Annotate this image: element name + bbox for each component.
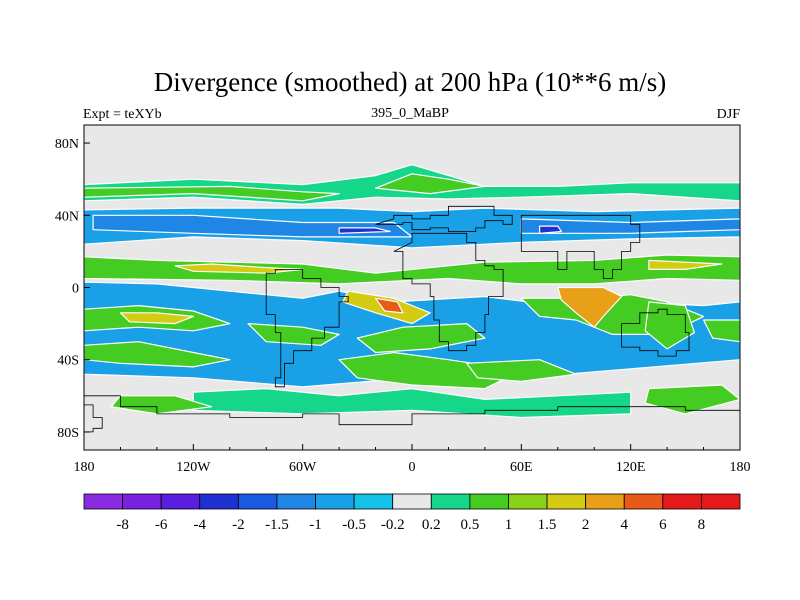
subtitle-right: DJF [717, 107, 741, 122]
coastline [520, 214, 641, 279]
y-tick-label: 40N [55, 209, 79, 224]
colorbar-swatch [122, 493, 162, 510]
contour-region [648, 259, 723, 270]
colorbar-swatch [83, 493, 123, 510]
x-tick-label: 60E [510, 460, 533, 475]
coastline [265, 269, 349, 388]
contour-region [557, 286, 623, 328]
coastline [621, 308, 690, 357]
y-tick-label: 80N [55, 137, 79, 152]
colorbar: -8 -6 -4 -2 -1.5 -1 -0.5 -0.2 0.2 0.5 1 1.5 2 4 6 8 [83, 493, 741, 533]
colorbar-swatch [392, 493, 432, 510]
x-axis: 180 120W 60W 0 60E 120E 180 [74, 444, 751, 475]
colorbar-label: 8 [698, 517, 706, 533]
coastline [84, 395, 740, 450]
x-tick-label: 180 [74, 460, 95, 475]
contour-region [375, 297, 404, 314]
colorbar-swatch [353, 493, 394, 510]
contour-region [110, 395, 213, 415]
contour-region [338, 227, 391, 234]
y-tick-label: 0 [72, 282, 79, 297]
colorbar-swatch [469, 493, 509, 510]
colorbar-label: 0.5 [461, 517, 480, 533]
colorbar-swatch [199, 493, 239, 510]
colorbar-label: 1.5 [538, 517, 557, 533]
contour-region [466, 359, 577, 382]
coastline [84, 404, 103, 433]
colorbar-label: 4 [620, 517, 628, 533]
x-tick-label: 0 [409, 460, 416, 475]
map-plot-area [83, 124, 741, 451]
colorbar-swatch [276, 493, 316, 510]
colorbar-swatch [546, 493, 587, 510]
contour-region [356, 323, 486, 354]
x-tick-label: 120E [616, 460, 646, 475]
colorbar-swatch [315, 493, 355, 510]
colorbar-swatch [237, 493, 278, 510]
colorbar-label: -0.2 [381, 517, 405, 533]
colorbar-label: -0.5 [342, 517, 366, 533]
colorbar-swatch [662, 493, 702, 510]
subtitle-center: 395_0_MaBP [371, 106, 449, 121]
colorbar-label: 0.2 [422, 517, 441, 533]
contour-region [702, 319, 740, 343]
colorbar-label: 2 [582, 517, 590, 533]
colorbar-label: 1 [505, 517, 513, 533]
contour-region [84, 254, 740, 285]
subtitle-left: Expt = teXYb [83, 107, 162, 122]
contour-region [119, 312, 194, 325]
colorbar-swatch [430, 493, 471, 510]
colorbar-swatch [508, 493, 548, 510]
colorbar-swatch [585, 493, 625, 510]
contour-fields [84, 164, 740, 419]
contour-region [644, 301, 696, 350]
colorbar-label: -4 [194, 517, 207, 533]
colorbar-label: -2 [232, 517, 245, 533]
coastline [375, 205, 513, 232]
colorbar-swatch [701, 493, 741, 510]
coastline [393, 232, 504, 352]
contour-region [247, 323, 340, 346]
colorbar-swatch [623, 493, 664, 510]
contour-region [84, 185, 340, 202]
x-tick-label: 180 [730, 460, 751, 475]
colorbar-label: -6 [155, 517, 168, 533]
colorbar-swatch [160, 493, 201, 510]
colorbar-label: -1 [309, 517, 322, 533]
colorbar-label: 6 [659, 517, 667, 533]
y-tick-label: 80S [57, 426, 79, 441]
y-tick-label: 40S [57, 354, 79, 369]
y-axis: 80N 40N 0 40S 80S [55, 137, 90, 441]
chart-title: Divergence (smoothed) at 200 hPa (10**6 … [154, 67, 666, 97]
x-tick-label: 120W [176, 460, 211, 475]
coastlines [84, 205, 740, 450]
colorbar-label: -8 [116, 517, 129, 533]
contour-region [375, 173, 486, 195]
colorbar-label: -1.5 [265, 517, 289, 533]
contour-region [538, 225, 563, 234]
x-tick-label: 60W [289, 460, 317, 475]
contour-region [84, 341, 231, 368]
